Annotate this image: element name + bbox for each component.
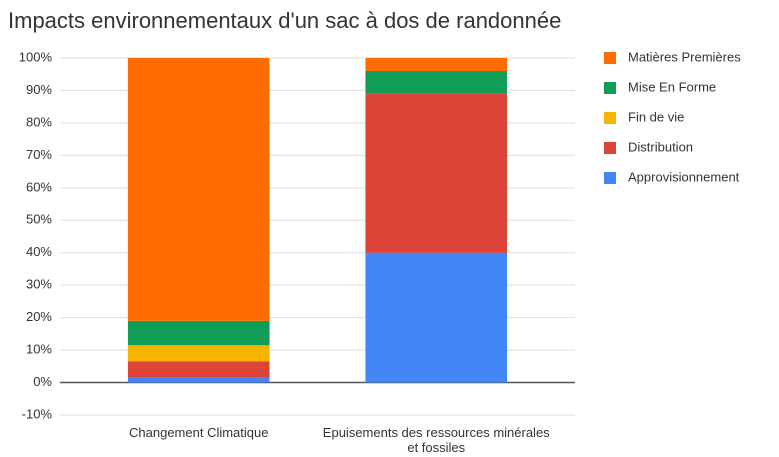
bar-segment [365,70,508,94]
bar-segment [127,58,270,321]
x-tick-label: Changement Climatique [129,425,269,440]
bar-segment [365,252,508,383]
bar-segment [365,93,508,253]
legend-swatch [604,172,616,184]
chart-title: Impacts environnementaux d'un sac à dos … [8,8,561,33]
y-tick-label: 20% [26,309,52,324]
legend-label: Mise En Forme [628,79,716,94]
bar-segment [127,377,270,383]
y-tick-label: 80% [26,114,52,129]
bar-segment [127,320,270,346]
y-tick-label: 90% [26,82,52,97]
legend-swatch [604,52,616,64]
y-tick-label: 60% [26,179,52,194]
y-tick-label: 70% [26,147,52,162]
y-tick-label: 100% [19,49,53,64]
bar-segment [127,361,270,378]
y-tick-label: 40% [26,244,52,259]
x-tick-label: Epuisements des ressources minérales et … [322,425,550,455]
legend-label: Approvisionnement [628,169,740,184]
y-tick-label: 50% [26,212,52,227]
bar-segment [127,345,270,362]
legend-swatch [604,112,616,124]
legend-swatch [604,82,616,94]
y-tick-label: 10% [26,342,52,357]
legend-label: Distribution [628,139,693,154]
y-tick-label: -10% [22,406,53,421]
y-tick-label: 30% [26,277,52,292]
y-tick-label: 0% [33,374,52,389]
legend-label: Fin de vie [628,109,684,124]
legend-label: Matières Premières [628,49,741,64]
bar-segment [365,58,508,71]
legend-swatch [604,142,616,154]
